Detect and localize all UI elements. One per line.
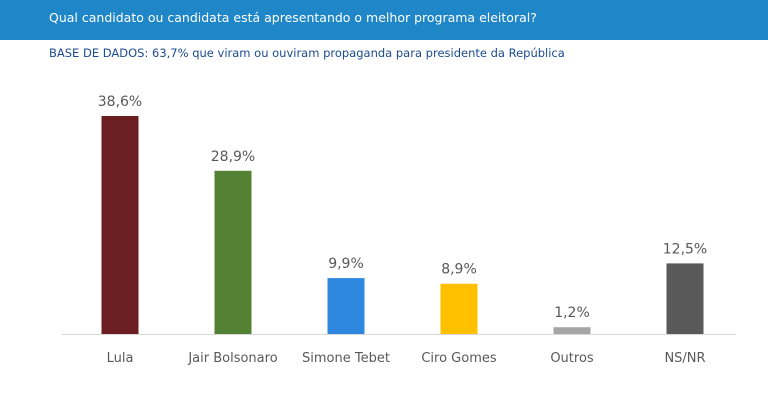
value-label-outros: 1,2% [554,305,590,321]
value-label-simone-tebet: 9,9% [328,256,364,272]
bar-outros [553,327,591,334]
value-label-jair-bolsonaro: 28,9% [211,149,255,165]
value-label-ns-nr: 12,5% [663,241,707,257]
bar-simone-tebet [327,278,365,334]
bar-lula [101,116,139,334]
category-label-simone-tebet: Simone Tebet [302,351,390,366]
value-label-lula: 38,6% [98,94,142,110]
category-label-jair-bolsonaro: Jair Bolsonaro [187,351,277,366]
header-bar: Qual candidato ou candidata está apresen… [0,0,768,40]
data-base-subtitle: BASE DE DADOS: 63,7% que viram ou ouvira… [49,46,565,60]
category-label-ciro-gomes: Ciro Gomes [421,351,497,366]
bar-jair-bolsonaro [214,170,252,334]
category-label-lula: Lula [107,351,134,366]
bar-ciro-gomes [440,283,478,334]
value-label-ciro-gomes: 8,9% [441,262,477,278]
question-title: Qual candidato ou candidata está apresen… [49,10,537,25]
bar-ns-nr [666,263,704,334]
category-label-ns-nr: NS/NR [664,351,705,366]
category-label-outros: Outros [550,351,594,366]
